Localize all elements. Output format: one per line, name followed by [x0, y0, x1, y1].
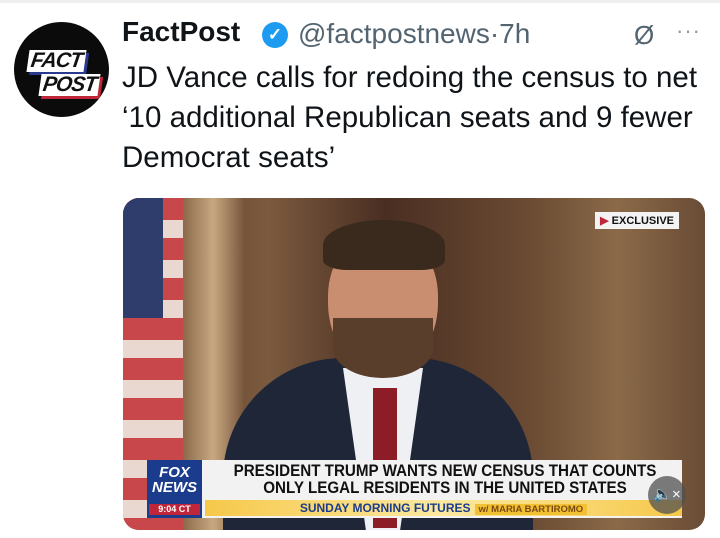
avatar-logo-text: POST	[38, 73, 101, 96]
separator: ·	[489, 18, 500, 49]
divider	[0, 0, 720, 3]
more-options-icon[interactable]: ···	[676, 18, 701, 43]
handle-and-time[interactable]: @factpostnews·7h	[298, 18, 530, 50]
handle[interactable]: @factpostnews	[298, 18, 490, 49]
chyron-line-2: ONLY LEGAL RESIDENTS IN THE UNITED STATE…	[263, 479, 627, 497]
logo-text: NEWS	[152, 479, 197, 496]
grok-icon[interactable]: Ø	[634, 20, 655, 50]
avatar[interactable]: FACT POST	[14, 22, 109, 117]
tweet-text: JD Vance calls for redoing the census to…	[122, 61, 698, 174]
mute-icon[interactable]: 🔈×	[648, 476, 686, 514]
news-chyron: FOX NEWS 9:04 CT PRESIDENT TRUMP WANTS N…	[147, 460, 682, 518]
fox-news-logo: FOX NEWS 9:04 CT	[147, 460, 202, 518]
display-name[interactable]: FactPost	[122, 16, 241, 47]
person-beard	[333, 318, 433, 378]
show-bar: SUNDAY MORNING FUTURES w/ MARIA BARTIROMO	[205, 500, 682, 516]
timestamp[interactable]: 7h	[499, 18, 531, 49]
logo-text: FOX	[159, 464, 190, 481]
avatar-logo-text: FACT	[26, 49, 87, 72]
exclusive-text: EXCLUSIVE	[611, 215, 674, 227]
person-hair	[323, 220, 445, 270]
verified-badge-icon: ✓	[262, 22, 288, 48]
exclusive-label: ▶ EXCLUSIVE	[595, 212, 679, 229]
flag-canton	[123, 198, 163, 318]
clock: 9:04 CT	[149, 504, 200, 515]
play-triangle-icon: ▶	[600, 215, 609, 227]
show-name: SUNDAY MORNING FUTURES	[299, 501, 471, 515]
host-name: w/ MARIA BARTIROMO	[474, 504, 588, 515]
video-player[interactable]: ▶ EXCLUSIVE FOX NEWS 9:04 CT PRESIDENT T…	[123, 198, 705, 530]
chyron-line-1: PRESIDENT TRUMP WANTS NEW CENSUS THAT CO…	[233, 462, 657, 480]
